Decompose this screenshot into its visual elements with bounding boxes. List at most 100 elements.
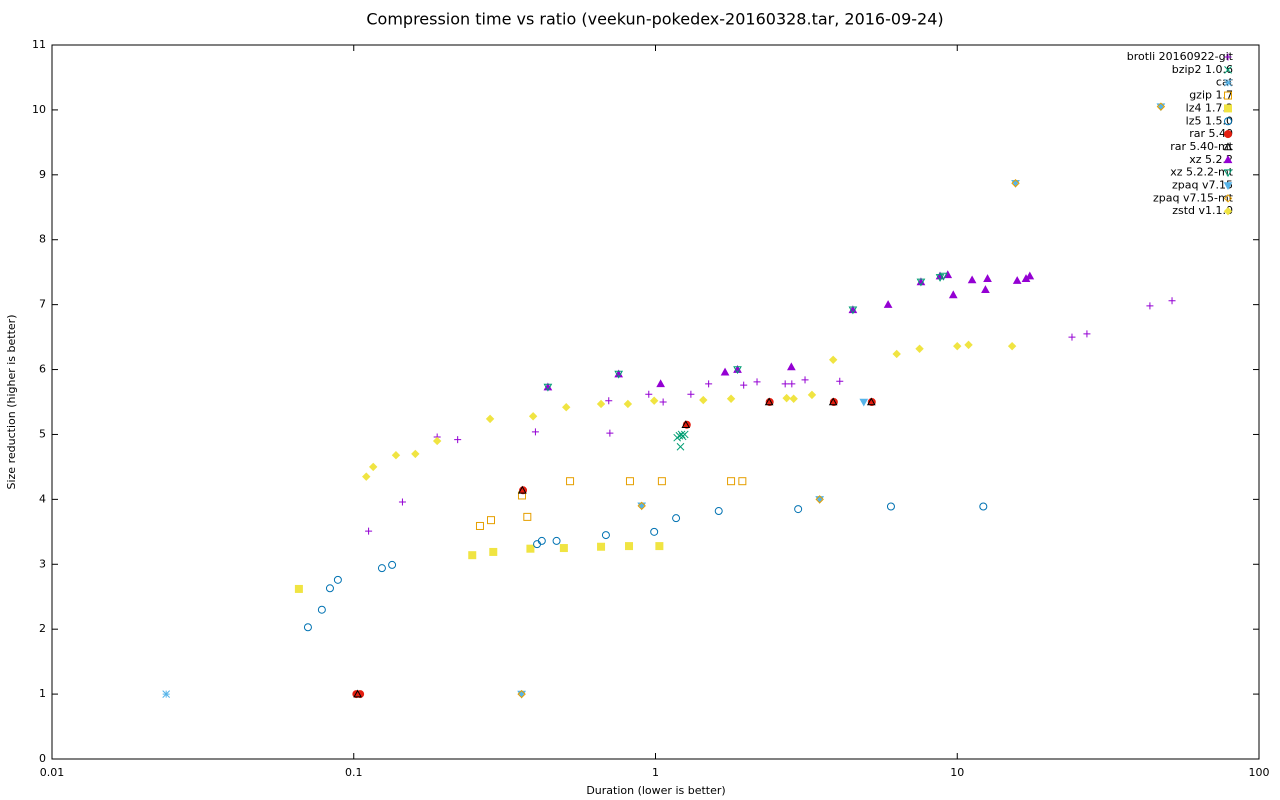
marker-shape: [720, 367, 730, 376]
legend-symbol: [1223, 194, 1233, 203]
marker: [614, 370, 624, 379]
marker: [353, 689, 362, 698]
legend-symbol: [1224, 91, 1232, 100]
marker: [935, 274, 945, 282]
marker: [468, 551, 477, 560]
marker: [637, 501, 646, 511]
marker-shape: [1224, 65, 1232, 74]
marker-shape: [543, 383, 553, 392]
marker-shape: [1168, 297, 1176, 305]
marker: [1012, 276, 1022, 284]
marker-shape: [1223, 142, 1233, 151]
y-tick-label: 8: [39, 233, 46, 246]
marker: [333, 575, 342, 584]
x-tick-label: 10: [950, 766, 964, 779]
marker: [656, 379, 665, 388]
marker: [162, 690, 171, 698]
marker: [753, 378, 761, 386]
marker-shape: [377, 564, 386, 573]
marker-shape: [605, 397, 613, 405]
legend-label: bzip2 1.0.6: [1172, 63, 1233, 76]
marker: [526, 544, 535, 553]
marker: [388, 560, 397, 569]
marker: [601, 531, 610, 540]
y-tick-label: 5: [39, 427, 46, 440]
marker: [915, 344, 924, 353]
marker-shape: [531, 428, 539, 436]
marker: [659, 398, 667, 406]
marker-shape: [625, 477, 634, 486]
legend-symbol: [1224, 104, 1232, 113]
marker: [368, 462, 378, 472]
marker: [317, 605, 326, 614]
marker-shape: [836, 377, 844, 385]
marker: [559, 544, 568, 553]
marker-shape: [432, 436, 442, 446]
marker-shape: [645, 390, 653, 398]
marker-shape: [1083, 330, 1091, 338]
marker: [788, 380, 796, 388]
marker: [485, 414, 495, 424]
marker-shape: [325, 584, 334, 593]
marker: [325, 584, 334, 593]
marker-shape: [981, 285, 990, 294]
legend-label: gzip 1.7: [1189, 89, 1233, 102]
marker: [475, 521, 484, 530]
legend-symbol: [1224, 117, 1232, 126]
marker-shape: [801, 376, 809, 384]
marker-shape: [475, 521, 484, 530]
marker-shape: [935, 274, 945, 282]
marker-shape: [468, 551, 477, 560]
marker-shape: [726, 394, 736, 403]
marker: [649, 396, 659, 405]
marker: [677, 430, 686, 439]
marker: [362, 472, 371, 481]
y-tick-label: 1: [39, 687, 46, 700]
marker-shape: [454, 436, 462, 444]
marker-shape: [566, 477, 575, 486]
marker-shape: [782, 393, 791, 403]
marker-shape: [637, 501, 646, 511]
marker: [303, 623, 312, 632]
marker-shape: [781, 380, 789, 388]
marker: [948, 290, 958, 299]
x-tick-label: 100: [1249, 766, 1270, 779]
marker-shape: [859, 398, 869, 407]
marker-shape: [687, 390, 695, 398]
legend-label: xz 5.2.2-mt: [1170, 166, 1233, 179]
legend-label: rar 5.40-mt: [1170, 140, 1233, 153]
marker: [1156, 102, 1166, 111]
y-tick-label: 4: [39, 492, 46, 505]
marker-shape: [1146, 302, 1154, 310]
marker-shape: [866, 397, 876, 406]
y-tick-label: 11: [32, 38, 46, 51]
marker: [781, 380, 789, 388]
legend-label: zpaq v7.15: [1172, 179, 1233, 192]
marker: [789, 394, 798, 403]
y-tick-label: 3: [39, 557, 46, 570]
marker: [705, 380, 713, 388]
marker: [782, 393, 791, 403]
x-axis-label: Duration (lower is better): [586, 784, 725, 797]
marker-shape: [753, 378, 761, 386]
marker: [939, 272, 948, 281]
marker-shape: [659, 398, 667, 406]
marker-shape: [517, 485, 527, 494]
marker-shape: [388, 560, 397, 569]
marker: [1168, 297, 1176, 305]
legend-symbol: [1224, 130, 1232, 139]
marker: [528, 412, 538, 421]
legend-label: lz5 1.5.0: [1186, 114, 1233, 127]
marker-shape: [625, 542, 634, 551]
marker-shape: [828, 397, 838, 406]
marker: [967, 275, 977, 284]
marker: [562, 402, 571, 412]
marker-shape: [398, 498, 406, 506]
legend-label: zpaq v7.15-mt: [1153, 191, 1234, 204]
marker-shape: [162, 690, 171, 698]
marker-shape: [1223, 194, 1233, 203]
marker: [979, 502, 988, 511]
marker-shape: [365, 527, 373, 535]
marker-shape: [953, 341, 962, 351]
legend-label: lz4 1.7.2: [1186, 101, 1233, 114]
